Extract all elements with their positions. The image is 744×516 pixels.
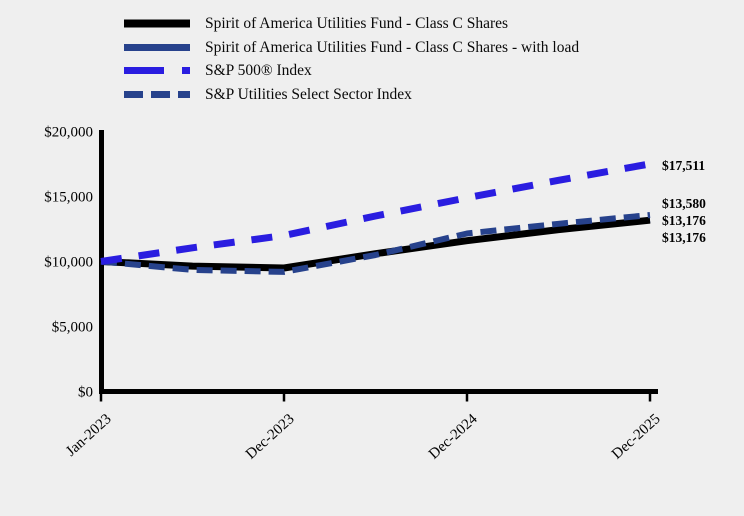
y-tick-label: $15,000 <box>44 190 93 206</box>
y-axis-labels: $0 $5,000 $10,000 $15,000 $20,000 <box>44 125 93 401</box>
legend-item-class-c-with-load: Spirit of America Utilities Fund - Class… <box>124 36 579 60</box>
x-tick-label: Dec-2025 <box>609 411 664 462</box>
series-line-0 <box>100 216 651 272</box>
dashed-line-swatch-icon <box>124 90 190 98</box>
x-tick-label: Jan-2023 <box>63 411 115 460</box>
series-layer <box>100 160 651 275</box>
end-label-sp-utilities: $13,580 <box>662 196 706 211</box>
chart-legend: Spirit of America Utilities Fund - Class… <box>124 12 579 106</box>
legend-item-class-c: Spirit of America Utilities Fund - Class… <box>124 12 579 36</box>
end-label-class-c-with-load: $13,176 <box>662 230 706 245</box>
line-swatch-icon <box>124 19 190 28</box>
y-tick-label: $5,000 <box>52 320 93 336</box>
legend-label: Spirit of America Utilities Fund - Class… <box>205 38 580 56</box>
legend-label: Spirit of America Utilities Fund - Class… <box>205 15 509 32</box>
legend-item-sp500: S&P 500® Index <box>124 59 579 83</box>
legend-label: S&P Utilities Select Sector Index <box>205 85 412 103</box>
end-value-labels: $17,511 $13,580 $13,176 $13,176 <box>662 158 706 245</box>
legend-item-sp-utilities: S&P Utilities Select Sector Index <box>124 83 579 107</box>
x-tick-marks <box>99 391 652 402</box>
series-line-2 <box>100 160 651 265</box>
end-label-sp500: $17,511 <box>662 158 705 173</box>
legend-label: S&P 500® Index <box>205 62 312 79</box>
end-label-class-c: $13,176 <box>662 213 706 228</box>
y-tick-label: $0 <box>78 385 93 401</box>
x-tick-label: Dec-2023 <box>243 411 298 462</box>
line-swatch-icon <box>124 43 190 51</box>
series-line-3 <box>100 212 651 275</box>
dashed-line-swatch-icon <box>124 67 190 75</box>
y-tick-label: $10,000 <box>44 255 93 271</box>
x-axis-labels: Jan-2023 Dec-2023 Dec-2024 Dec-2025 <box>63 411 664 463</box>
y-tick-label: $20,000 <box>44 125 93 141</box>
x-tick-label: Dec-2024 <box>426 411 481 463</box>
